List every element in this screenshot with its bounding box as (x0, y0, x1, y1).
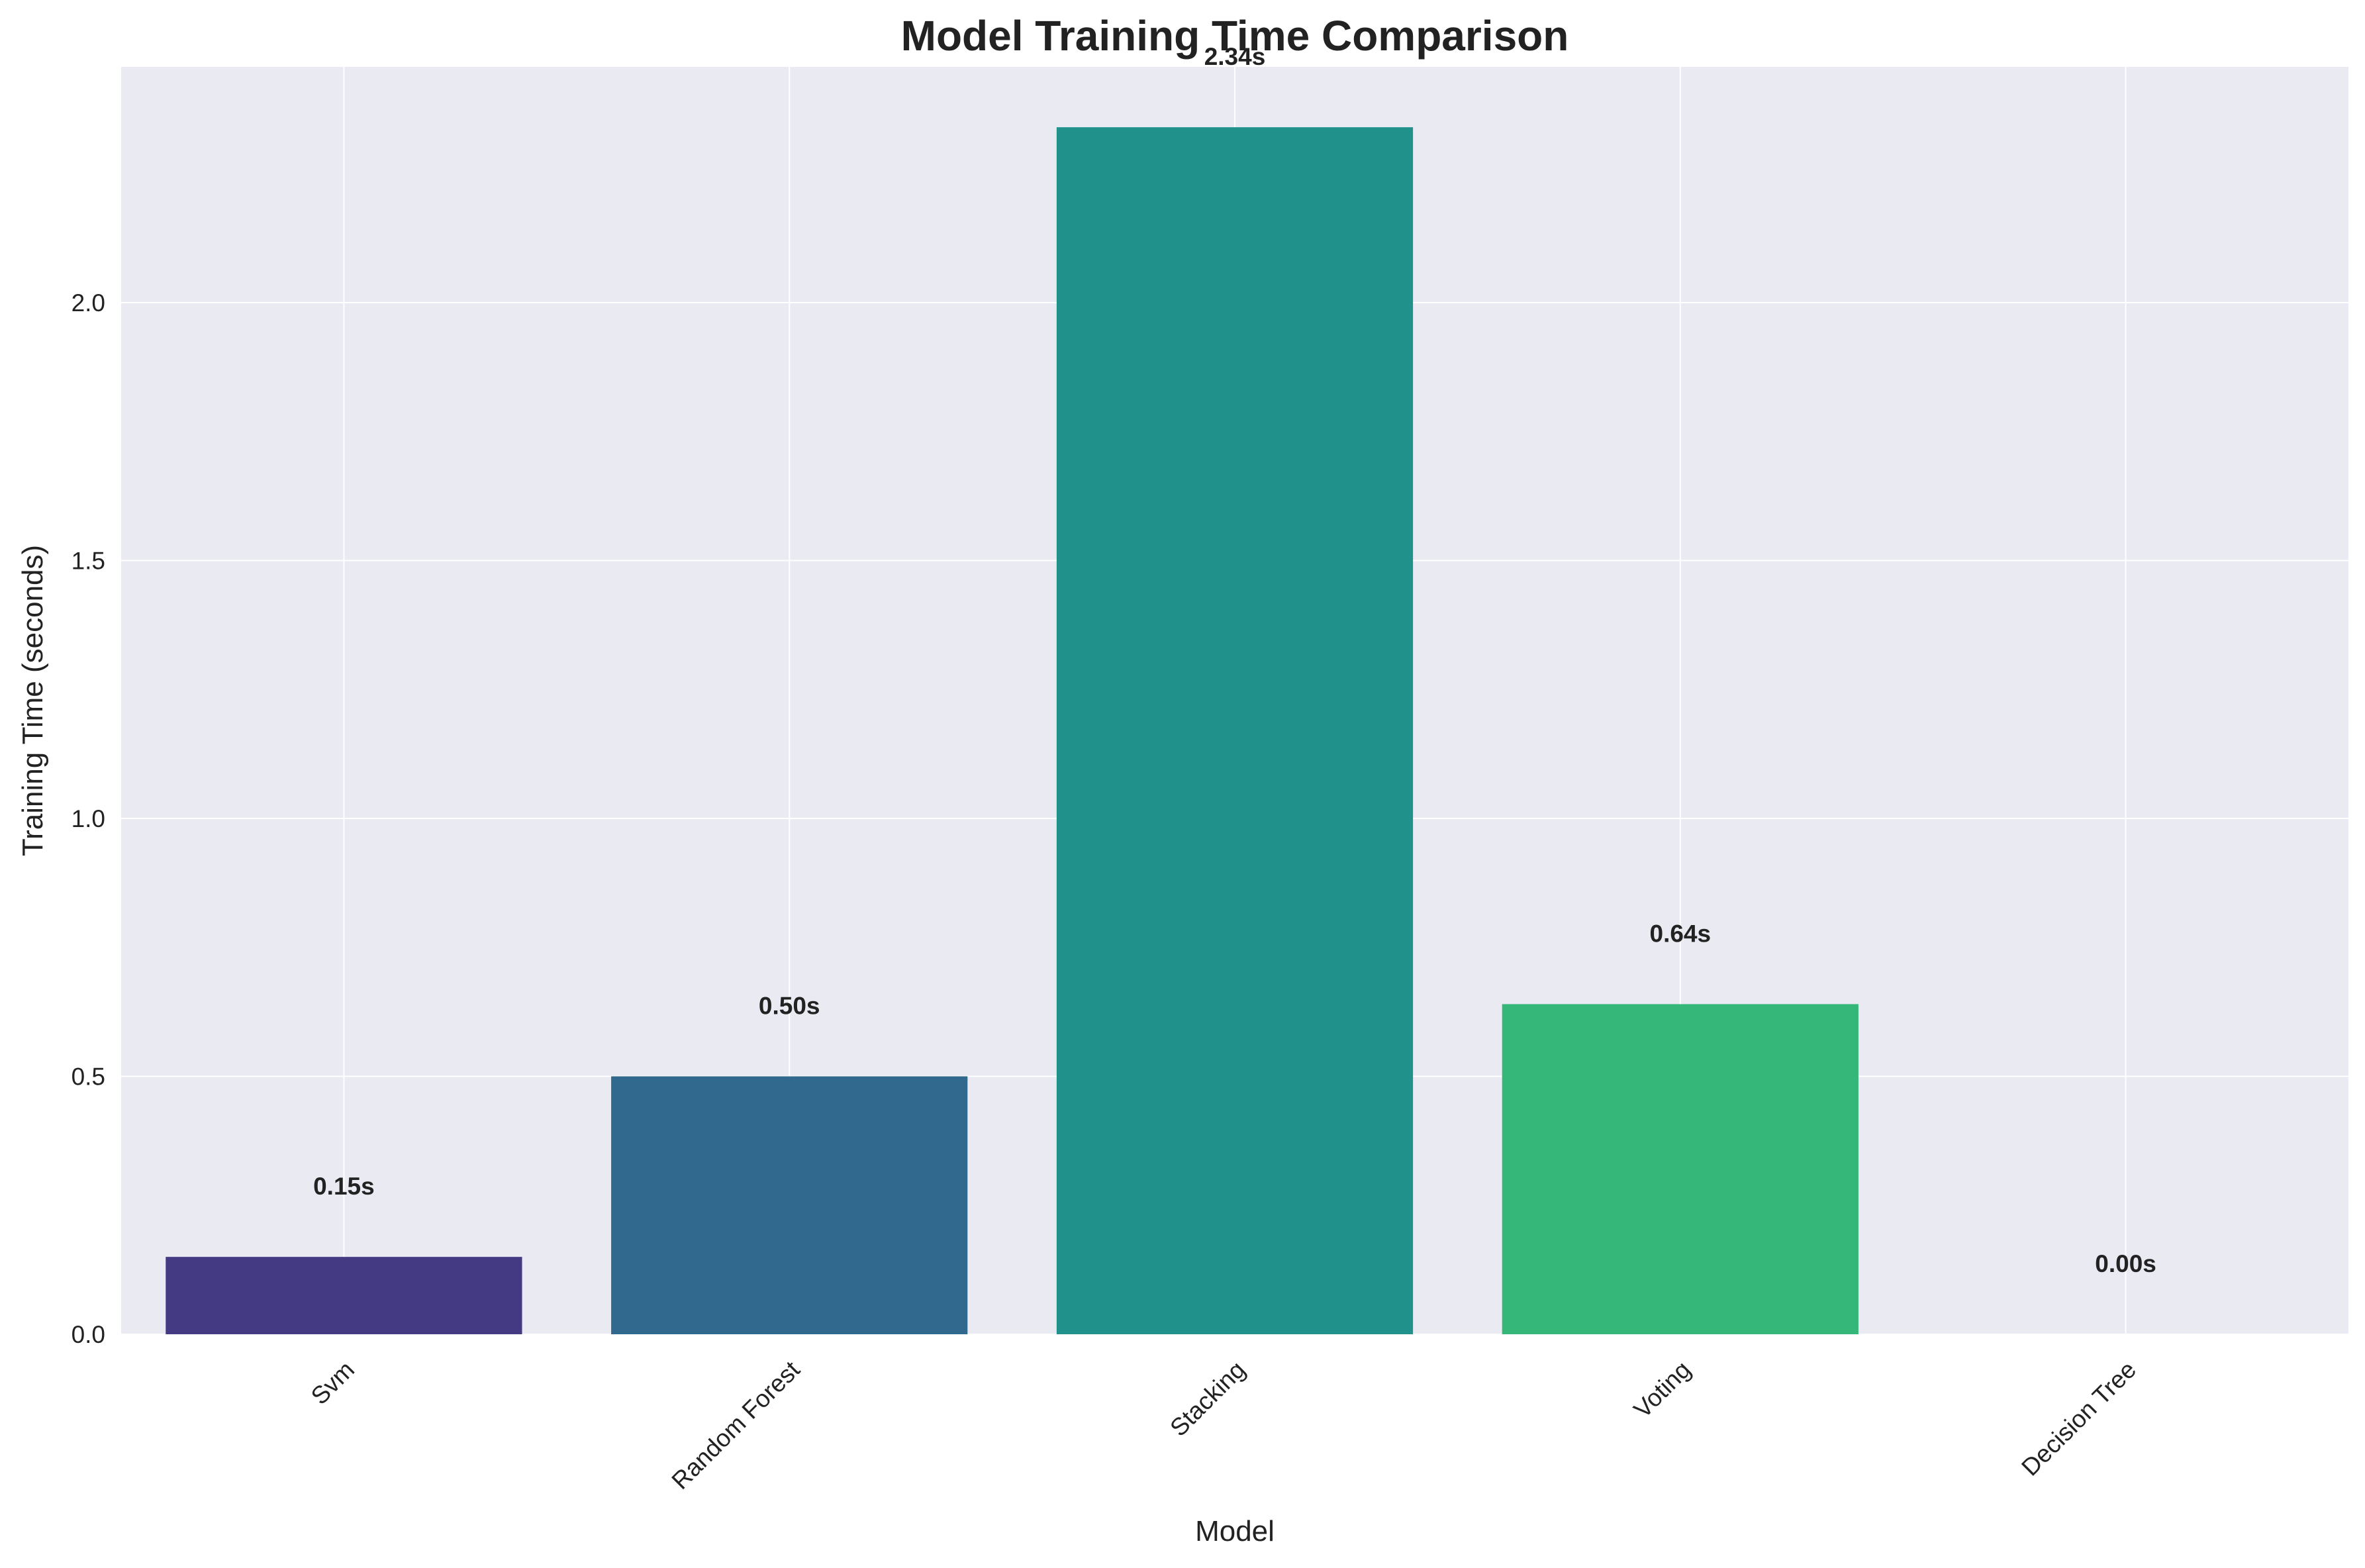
x-axis-ticks: Svm Random Forest Stacking Voting Decision T… (306, 1355, 2142, 1494)
x-tick-label: Random Forest (667, 1355, 806, 1494)
x-tick-label: Voting (1629, 1356, 1696, 1424)
x-tick-label: Decision Tree (2016, 1356, 2141, 1481)
data-label: 2.34s (1204, 43, 1266, 70)
data-label: 0.64s (1650, 920, 1712, 947)
bars (166, 127, 1858, 1335)
y-tick-label: 1.0 (72, 805, 105, 832)
bar (1056, 127, 1414, 1335)
x-axis-label: Model (1195, 1515, 1275, 1547)
chart-title: Model Training Time Comparison (901, 12, 1569, 60)
x-tick-label: Svm (306, 1356, 360, 1410)
y-axis-label: Training Time (seconds) (17, 545, 49, 856)
bar (166, 1257, 522, 1334)
y-axis-ticks: 0.0 0.5 1.0 1.5 2.0 (72, 289, 105, 1348)
data-label: 0.00s (2095, 1250, 2156, 1277)
bar (611, 1076, 968, 1334)
y-tick-label: 1.5 (72, 548, 105, 575)
y-tick-label: 0.5 (72, 1063, 105, 1091)
y-tick-label: 0.0 (72, 1321, 105, 1348)
data-label: 0.15s (313, 1173, 375, 1200)
data-labels: 0.15s 0.50s 2.34s 0.64s 0.00s (313, 43, 2156, 1277)
y-tick-label: 2.0 (72, 289, 105, 317)
bar (1502, 1004, 1858, 1334)
data-label: 0.50s (759, 993, 820, 1020)
x-tick-label: Stacking (1165, 1356, 1250, 1442)
